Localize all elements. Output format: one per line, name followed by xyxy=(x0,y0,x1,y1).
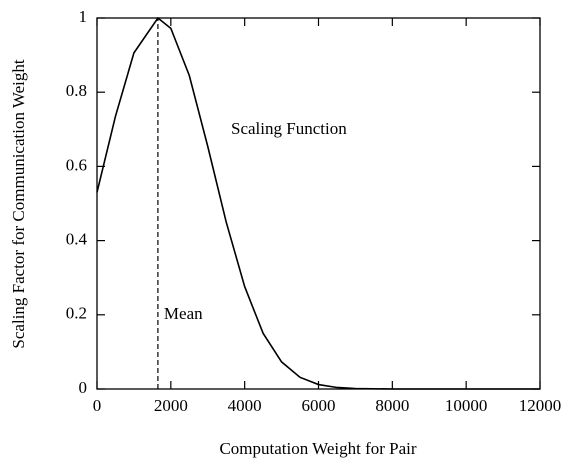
x-axis-label: Computation Weight for Pair xyxy=(219,439,416,458)
x-tick-label: 8000 xyxy=(375,396,409,415)
x-tick-label: 10000 xyxy=(445,396,488,415)
annotation: Mean xyxy=(164,304,203,323)
curve xyxy=(96,16,540,390)
x-tick-label: 0 xyxy=(93,396,102,415)
y-tick-label: 0.2 xyxy=(66,304,87,323)
x-tick-label: 2000 xyxy=(154,396,188,415)
y-tick-label: 0.6 xyxy=(66,155,87,174)
plot-frame xyxy=(96,17,541,390)
y-axis-label: Scaling Factor for Communication Weight xyxy=(9,59,28,348)
x-tick-label: 12000 xyxy=(519,396,562,415)
y-tick-label: 0.8 xyxy=(66,81,87,100)
x-tick-label: 6000 xyxy=(302,396,336,415)
y-tick-label: 0 xyxy=(79,378,88,397)
y-tick-label: 1 xyxy=(79,7,88,26)
annotation: Scaling Function xyxy=(231,119,347,138)
x-tick-label: 4000 xyxy=(228,396,262,415)
y-tick-label: 0.4 xyxy=(66,230,88,249)
